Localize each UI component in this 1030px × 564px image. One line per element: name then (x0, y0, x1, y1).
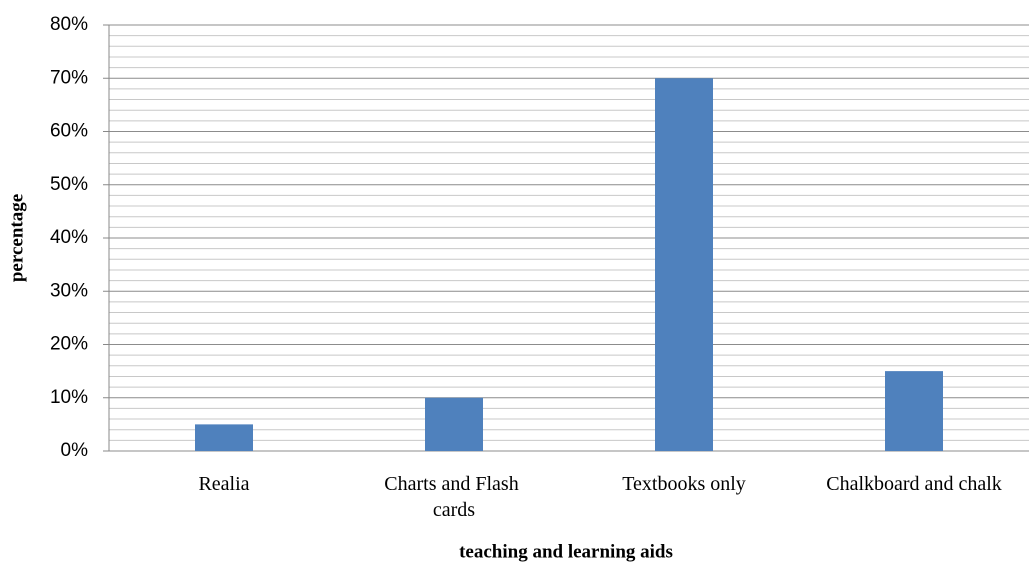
y-tick-label: 40% (50, 227, 88, 248)
x-tick-label: Chalkboard and chalk (826, 473, 1002, 495)
y-tick-label: 60% (50, 121, 88, 142)
y-tick-label: 70% (50, 67, 88, 88)
x-axis-title: teaching and learning aids (459, 541, 673, 562)
bar (655, 78, 713, 451)
y-axis-title: percentage (6, 194, 27, 282)
y-tick-label: 30% (50, 280, 88, 301)
bar (885, 371, 943, 451)
y-tick-label: 10% (50, 387, 88, 408)
bar (195, 424, 253, 451)
y-tick-label: 0% (61, 440, 89, 461)
bar (425, 397, 483, 451)
y-tick-label: 20% (50, 334, 88, 355)
y-tick-label: 80% (50, 14, 88, 35)
y-tick-label: 50% (50, 174, 88, 195)
x-tick-label: Textbooks only (622, 473, 746, 495)
x-tick-label: Charts and Flash cards (384, 473, 523, 521)
x-tick-label: Realia (198, 473, 249, 495)
